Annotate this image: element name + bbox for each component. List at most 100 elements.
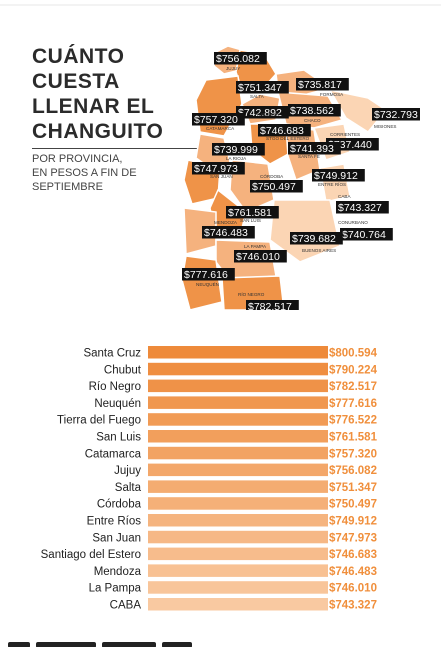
bar-category-label: Catamarca [85, 448, 142, 460]
map-value-tag [226, 206, 279, 219]
province-name-label: JUJUY [226, 66, 240, 71]
bar [148, 413, 328, 426]
infographic-title: CUÁNTO CUESTA LLENAR EL CHANGUITO [32, 44, 163, 144]
bar-value-label: $782.517 [329, 381, 377, 393]
title-line: CUESTA [32, 70, 120, 93]
bar [148, 598, 328, 611]
title-line: LLENAR EL [32, 95, 155, 118]
map-value-tag [246, 300, 299, 310]
map-value-tag-text: $735.817 [298, 79, 342, 91]
map-value-tag-text: $747.973 [194, 163, 238, 175]
map-value-tag-text: $777.616 [184, 269, 228, 281]
map-value-tag [290, 232, 343, 245]
bar [148, 564, 328, 577]
bar [148, 480, 328, 493]
top-divider [0, 4, 441, 6]
province-name-label: ENTRE RÍOS [318, 181, 346, 187]
province-shape [328, 88, 388, 133]
bar [148, 346, 328, 359]
map-value-tag [312, 169, 365, 182]
bar-value-label: $800.594 [329, 348, 378, 360]
map-value-tag [288, 142, 341, 155]
bar [148, 530, 328, 544]
bar-category-label: Neuquén [94, 398, 141, 410]
bar-category-label: Mendoza [94, 566, 142, 578]
province-name-label: CORRIENTES [330, 132, 360, 137]
province-name-label: TUCUMÁN [256, 111, 279, 117]
bar-value-label: $751.347 [329, 482, 377, 494]
bar [148, 379, 328, 393]
subtitle-line: EN PESOS A FIN DE [32, 167, 137, 179]
bar-category-label: Entre Ríos [87, 516, 142, 528]
map-value-tag [192, 162, 245, 175]
map-value-tag-text: $746.010 [236, 251, 280, 263]
title-line: CHANGUITO [32, 120, 164, 143]
province-shape [269, 199, 341, 263]
map-value-tag-text: $739.999 [214, 144, 258, 156]
bar-chart: Santa Cruz $800.594 Chubut $790.224 Río Negr… [41, 346, 378, 612]
bar [148, 497, 328, 510]
map-value-tag [182, 268, 235, 281]
map-value-tag-text: $757.320 [194, 114, 238, 126]
map-value-tag [250, 180, 303, 193]
map-value-tag-text: $751.347 [238, 82, 282, 94]
title-line: CUÁNTO [32, 45, 125, 68]
map-value-tag [192, 113, 245, 126]
bar [148, 430, 328, 443]
map-value-tag [336, 201, 389, 214]
map-value-tag [214, 52, 267, 65]
bar [148, 547, 328, 561]
bar-category-label: Tierra del Fuego [57, 415, 141, 427]
map-value-tag [236, 81, 289, 94]
map-value-tag-text: $782.517 [248, 301, 292, 310]
map-value-tag-text: $738.562 [290, 105, 334, 117]
province-name-label: CHACO [304, 118, 321, 123]
bar-value-label: $746.683 [329, 549, 377, 561]
map-value-tag-text: $749.912 [314, 170, 358, 182]
map-value-tag-text: $761.581 [228, 207, 272, 219]
province-name-label: LA RIOJA [226, 156, 247, 161]
map-value-tag-text: $741.393 [290, 143, 334, 155]
province-name-label: RÍO NEGRO [238, 291, 265, 297]
title-divider [32, 148, 222, 149]
cropped-text-line [8, 636, 248, 647]
bar-value-label: $750.497 [329, 499, 377, 511]
bar [148, 396, 328, 409]
bar-category-label: Santiago del Estero [41, 549, 141, 561]
map-value-tag [236, 106, 289, 119]
province-name-label: SANTA FE [298, 154, 320, 159]
bar-value-label: $746.010 [329, 583, 377, 595]
bar-category-label: San Luis [96, 432, 141, 444]
bar-category-label: CABA [110, 600, 142, 612]
map-value-tag-text: $742.892 [238, 107, 282, 119]
bar-value-label: $746.483 [329, 566, 377, 578]
bar-category-label: Jujuy [114, 465, 141, 477]
bar-value-label: $761.581 [329, 432, 378, 444]
subtitle-line: SEPTIEMBRE [32, 181, 103, 193]
map-value-tag-text: $743.327 [338, 202, 382, 214]
province-name-label: CONURBANO [338, 220, 368, 225]
province-name-label: NEUQUÉN [196, 281, 219, 287]
bar-category-label: San Juan [92, 532, 141, 544]
province-name-label: SALTA [250, 94, 265, 99]
map-value-tag-text: $746.683 [260, 125, 304, 137]
province-name-label: MENDOZA [214, 220, 238, 225]
bar-value-label: $743.327 [329, 600, 377, 612]
map-value-tag-text: $732.793 [374, 109, 418, 121]
bar-category-label: La Pampa [89, 583, 142, 595]
province-name-label: BUENOS AIRES [302, 248, 336, 253]
bar [148, 463, 328, 477]
map-value-tag [372, 108, 420, 121]
province-name-label: STGO DEL ESTERO [266, 136, 310, 141]
bar-value-label: $757.320 [329, 448, 377, 460]
map-value-tag-text: $740.764 [342, 229, 386, 241]
bar-value-label: $749.912 [329, 516, 377, 528]
map-value-tag [212, 143, 265, 156]
bar-category-label: Córdoba [97, 499, 142, 511]
map-value-tag-text: $756.082 [216, 53, 260, 65]
map-value-tag [202, 226, 255, 239]
map-value-tag [288, 104, 341, 117]
map-value-tag-text: $746.483 [204, 227, 248, 239]
bar-value-label: $790.224 [329, 364, 378, 376]
